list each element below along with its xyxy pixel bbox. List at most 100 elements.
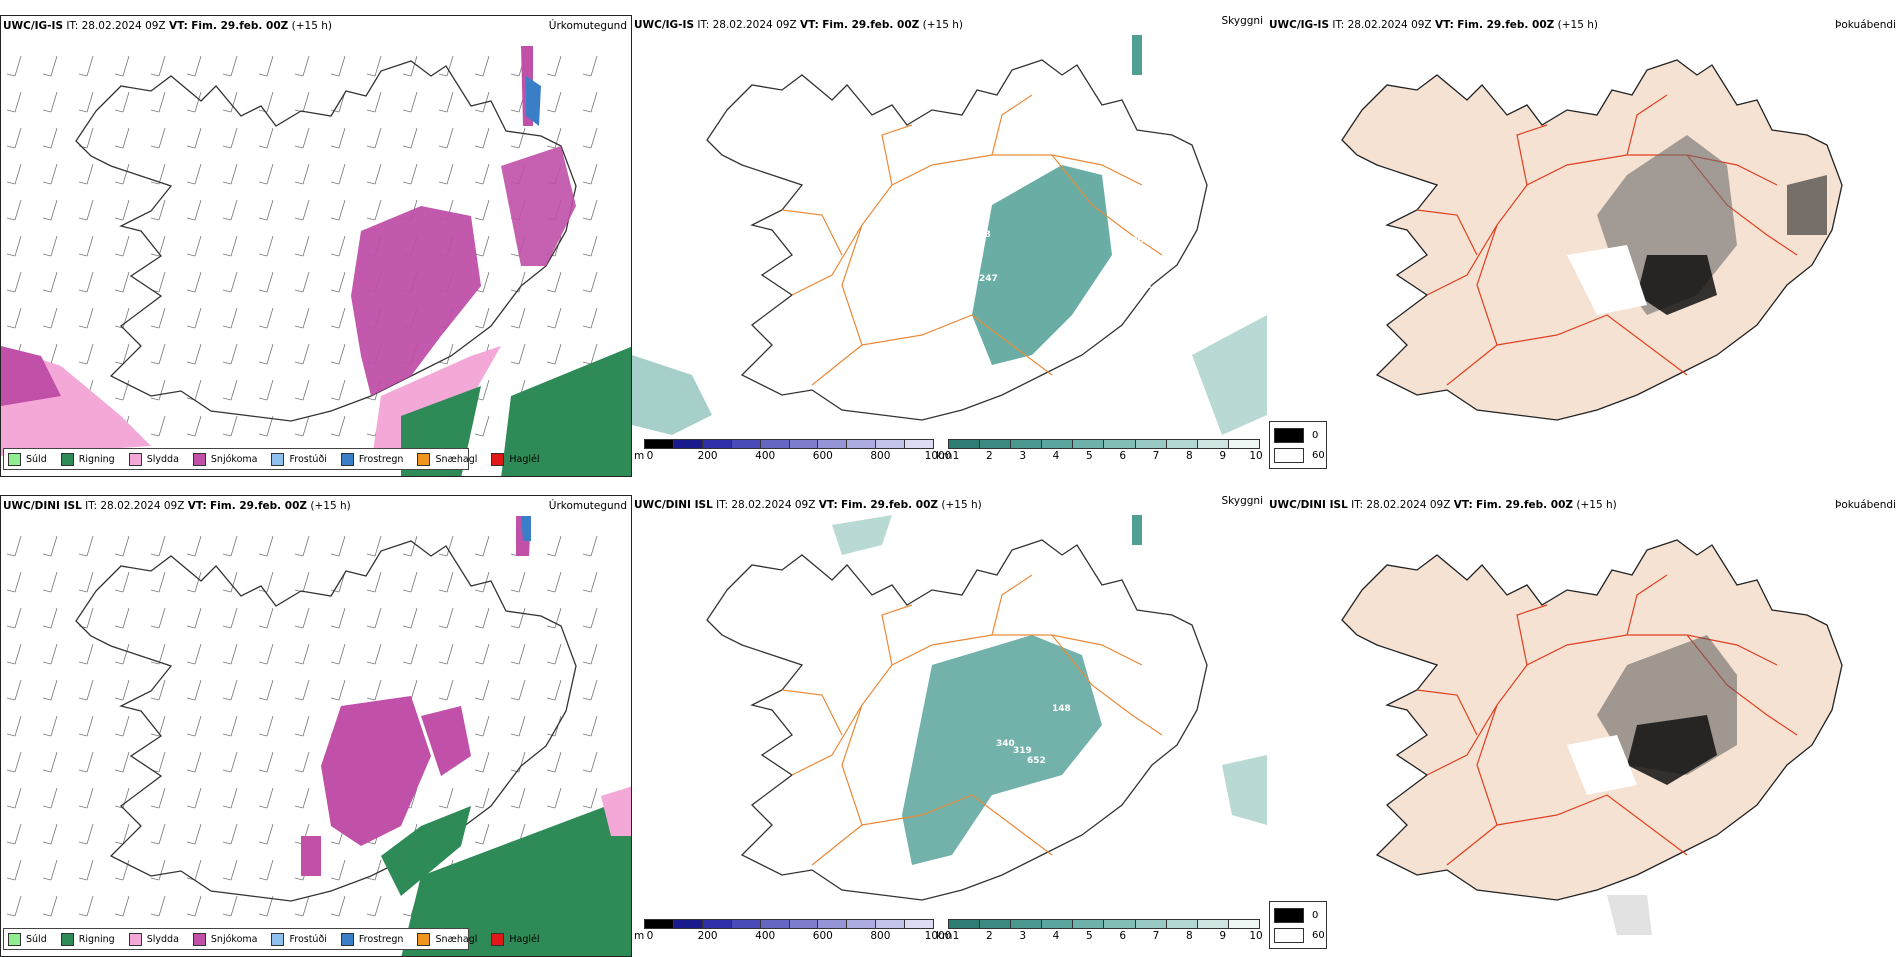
wind-barb bbox=[6, 751, 22, 773]
wind-barb bbox=[78, 343, 94, 365]
wind-barb bbox=[186, 343, 202, 365]
legend-swatch bbox=[340, 932, 354, 946]
wind-barb bbox=[474, 163, 490, 185]
wind-barb bbox=[186, 55, 202, 77]
wind-barb bbox=[402, 571, 418, 593]
freezing-rain-strip bbox=[521, 516, 531, 541]
wind-barb bbox=[510, 607, 526, 629]
wind-barb bbox=[258, 379, 274, 401]
wind-barb bbox=[6, 55, 22, 77]
wind-barb bbox=[330, 55, 346, 77]
wind-barb bbox=[258, 787, 274, 809]
legend-item: Slydda bbox=[128, 452, 179, 466]
road bbox=[881, 604, 913, 666]
panel-title: Þokuábendi bbox=[1835, 499, 1896, 511]
colorbar-tick: 8 bbox=[1185, 450, 1193, 462]
wind-barb bbox=[186, 823, 202, 845]
wind-barb bbox=[258, 751, 274, 773]
ceiling-value-label: 462 bbox=[1057, 794, 1076, 804]
wind-barb bbox=[330, 163, 346, 185]
colorbar-tick: 5 bbox=[1085, 450, 1093, 462]
wind-barb bbox=[474, 307, 490, 329]
legend-label: Súld bbox=[26, 453, 47, 465]
wind-barb bbox=[366, 571, 382, 593]
wind-barb bbox=[438, 163, 454, 185]
wind-barb bbox=[258, 235, 274, 257]
rain-area-southeast bbox=[501, 346, 631, 476]
road bbox=[1626, 574, 1668, 636]
legend-item: Frostúði bbox=[271, 932, 327, 946]
wind-barb bbox=[6, 91, 22, 113]
wind-barb bbox=[42, 535, 58, 557]
panel-header: UWC/IG-IS IT: 28.02.2024 09Z VT: Fim. 29… bbox=[3, 20, 627, 32]
wind-barb bbox=[222, 787, 238, 809]
wind-barb bbox=[114, 127, 130, 149]
wind-barb bbox=[186, 307, 202, 329]
wind-barb bbox=[582, 199, 598, 221]
colorbar-tick: 1000 bbox=[924, 450, 952, 462]
iceland-outline bbox=[75, 60, 577, 422]
wind-barb bbox=[42, 271, 58, 293]
wind-barb bbox=[330, 271, 346, 293]
ceiling-unit: m bbox=[634, 930, 645, 942]
wind-barb bbox=[438, 127, 454, 149]
wind-barb bbox=[6, 607, 22, 629]
wind-barb bbox=[150, 823, 166, 845]
wind-barb bbox=[78, 715, 94, 737]
fog-index-panel-row1: UWC/IG-IS IT: 28.02.2024 09Z VT: Fim. 29… bbox=[1267, 15, 1900, 477]
wind-barb bbox=[150, 895, 166, 917]
wind-barb bbox=[42, 199, 58, 221]
wind-barb bbox=[78, 271, 94, 293]
wind-barb bbox=[510, 787, 526, 809]
wind-barb bbox=[42, 859, 58, 881]
wind-barb bbox=[330, 895, 346, 917]
ceiling-colorbar: m 0 200 400 600 800 1000 bbox=[634, 439, 951, 465]
wind-barb bbox=[78, 163, 94, 185]
panel-header: UWC/DINI ISL IT: 28.02.2024 09Z VT: Fim.… bbox=[1269, 499, 1896, 511]
ceiling-map: 238 247 141 144 100 221 186 332 303 bbox=[632, 35, 1267, 435]
wind-barb bbox=[474, 751, 490, 773]
road bbox=[811, 314, 1053, 386]
ceiling-value-label: 238 bbox=[972, 230, 991, 240]
wind-barb bbox=[294, 235, 310, 257]
wind-barb bbox=[582, 307, 598, 329]
wind-barb bbox=[474, 787, 490, 809]
visibility-strip bbox=[1132, 35, 1142, 75]
road bbox=[781, 209, 843, 256]
legend-item: Haglél bbox=[491, 932, 540, 946]
wind-barb bbox=[150, 787, 166, 809]
rain-area-se bbox=[401, 796, 631, 956]
colorbar-tick: 200 bbox=[697, 930, 718, 942]
wind-barb bbox=[150, 751, 166, 773]
wind-barb bbox=[78, 199, 94, 221]
wind-barb bbox=[114, 163, 130, 185]
colorbar-tick: 10 bbox=[1249, 450, 1263, 462]
ceiling-ticks: 0 200 400 600 800 1000 bbox=[647, 930, 952, 944]
wind-barb bbox=[42, 163, 58, 185]
wind-barb bbox=[438, 787, 454, 809]
wind-barb bbox=[438, 91, 454, 113]
wind-barb bbox=[330, 199, 346, 221]
wind-barb bbox=[474, 199, 490, 221]
wind-barb bbox=[582, 235, 598, 257]
wind-barb bbox=[402, 535, 418, 557]
legend-label: Slydda bbox=[146, 933, 179, 945]
wind-barb bbox=[78, 823, 94, 845]
colorbar-tick: 10 bbox=[1249, 930, 1263, 942]
wind-barb bbox=[510, 343, 526, 365]
wind-barb bbox=[330, 307, 346, 329]
legend-swatch bbox=[128, 932, 142, 946]
wind-barb bbox=[42, 643, 58, 665]
legend-label: Snæhagl bbox=[435, 933, 478, 945]
legend-label: Slydda bbox=[146, 453, 179, 465]
wind-barb bbox=[42, 823, 58, 845]
wind-barb bbox=[330, 607, 346, 629]
wind-barb bbox=[294, 787, 310, 809]
wind-barb bbox=[258, 679, 274, 701]
legend-swatch bbox=[417, 932, 431, 946]
wind-barb bbox=[150, 415, 166, 437]
colorbar-tick: 6 bbox=[1119, 930, 1126, 942]
road bbox=[1446, 794, 1688, 866]
wind-barb bbox=[186, 787, 202, 809]
legend-item: Haglél bbox=[491, 452, 540, 466]
